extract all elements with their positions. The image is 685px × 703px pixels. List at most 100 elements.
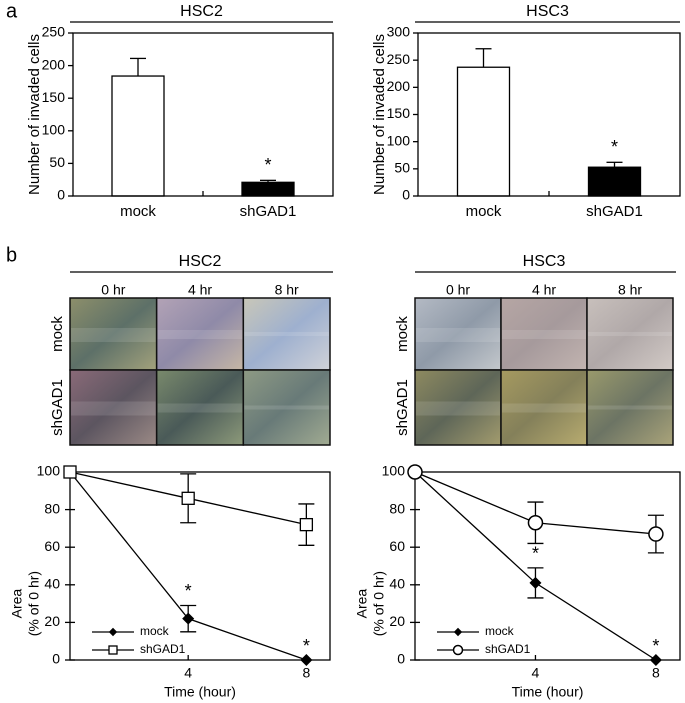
- column-label: 8 hr: [618, 282, 642, 298]
- micrograph: [586, 369, 674, 446]
- x-tick-label: mock: [120, 203, 156, 220]
- y-tick-label: 0: [52, 651, 60, 667]
- wound-gap: [244, 405, 329, 410]
- plot-frame: [414, 471, 681, 661]
- legend-label: mock: [140, 624, 170, 638]
- x-tick-label: shGAD1: [586, 203, 643, 220]
- y-tick-label: 150: [387, 105, 411, 121]
- wound-gap: [416, 328, 500, 342]
- plot-frame: [417, 32, 681, 197]
- wound-gap: [71, 401, 156, 416]
- wound-gap: [157, 403, 243, 413]
- wound-gap: [416, 401, 500, 416]
- wound-gap: [588, 332, 672, 336]
- micrograph: [414, 297, 502, 371]
- micrograph-title: HSC3: [523, 253, 566, 270]
- y-tick-label: 100: [42, 122, 66, 138]
- marker: [181, 491, 195, 505]
- chart-title: HSC3: [526, 3, 569, 20]
- y-tick-label: 100: [382, 463, 406, 479]
- plot-frame: [72, 32, 334, 197]
- marker: [407, 464, 423, 480]
- significance-mark: *: [611, 137, 618, 157]
- bar: [241, 181, 295, 197]
- chart-title: HSC2: [180, 3, 223, 20]
- legend-marker: [108, 645, 118, 655]
- y-tick-label: 200: [387, 78, 411, 94]
- panel-label: a: [6, 0, 18, 22]
- bar: [456, 66, 511, 197]
- legend-label: mock: [485, 624, 515, 638]
- x-tick-label: 8: [302, 665, 310, 681]
- y-tick-label: 200: [42, 56, 66, 72]
- y-tick-label: 300: [387, 24, 411, 40]
- y-tick-label: 60: [389, 538, 405, 554]
- micrograph: [242, 369, 331, 446]
- significance-mark: *: [303, 636, 310, 656]
- y-axis-label: Number of invaded cells: [371, 34, 388, 195]
- x-tick-label: 4: [184, 665, 192, 681]
- y-axis-label: Area: [9, 589, 25, 619]
- legend-label: shGAD1: [140, 642, 186, 656]
- y-tick-label: 0: [397, 651, 405, 667]
- marker: [63, 465, 77, 479]
- x-tick-label: shGAD1: [240, 203, 297, 220]
- micrograph: [155, 369, 245, 446]
- wound-gap: [502, 403, 586, 413]
- y-tick-label: 80: [44, 500, 60, 516]
- y-tick-label: 0: [57, 187, 65, 203]
- wound-gap: [157, 330, 243, 339]
- column-label: 8 hr: [275, 282, 299, 298]
- micrograph: [69, 369, 158, 446]
- marker: [300, 654, 313, 666]
- y-tick-label: 20: [389, 613, 405, 629]
- x-tick-label: 4: [532, 665, 540, 681]
- y-tick-label: 60: [44, 538, 60, 554]
- plot-frame: [69, 471, 331, 661]
- micrograph-title: HSC2: [179, 253, 222, 270]
- significance-mark: *: [185, 581, 192, 601]
- y-tick-label: 80: [389, 500, 405, 516]
- marker: [529, 576, 542, 589]
- significance-mark: *: [652, 636, 659, 656]
- significance-mark: *: [264, 155, 271, 175]
- wound-gap: [502, 330, 586, 339]
- y-tick-label: 0: [402, 187, 410, 203]
- marker: [649, 654, 662, 666]
- micrograph: [242, 297, 331, 371]
- x-axis-label: Time (hour): [512, 684, 584, 700]
- row-label: mock: [394, 316, 411, 352]
- y-tick-label: 20: [44, 613, 60, 629]
- significance-mark: *: [532, 544, 539, 564]
- bar: [587, 166, 642, 197]
- legend-marker: [108, 627, 118, 637]
- y-axis-label: (% of 0 hr): [26, 571, 42, 636]
- column-label: 4 hr: [188, 282, 212, 298]
- micrograph: [500, 297, 588, 371]
- x-tick-label: mock: [466, 203, 502, 220]
- y-axis-label: Number of invaded cells: [26, 34, 43, 195]
- marker: [527, 515, 544, 531]
- row-label: shGAD1: [394, 379, 411, 436]
- y-tick-label: 100: [37, 463, 61, 479]
- marker: [182, 612, 195, 625]
- y-tick-label: 40: [44, 576, 60, 592]
- marker: [648, 526, 664, 542]
- x-tick-label: 8: [652, 665, 660, 681]
- panel-label: b: [6, 244, 17, 266]
- wound-gap: [588, 405, 672, 410]
- row-label: mock: [49, 316, 66, 352]
- x-axis-label: Time (hour): [164, 684, 236, 700]
- marker: [299, 517, 314, 532]
- y-tick-label: 150: [42, 89, 66, 105]
- bar: [111, 75, 165, 197]
- column-label: 4 hr: [532, 282, 556, 298]
- legend-marker: [452, 644, 464, 656]
- micrograph: [500, 369, 588, 446]
- y-axis-label: (% of 0 hr): [371, 571, 387, 636]
- y-tick-label: 100: [387, 132, 411, 148]
- column-label: 0 hr: [101, 282, 125, 298]
- y-axis-label: Area: [354, 589, 370, 619]
- y-tick-label: 40: [389, 576, 405, 592]
